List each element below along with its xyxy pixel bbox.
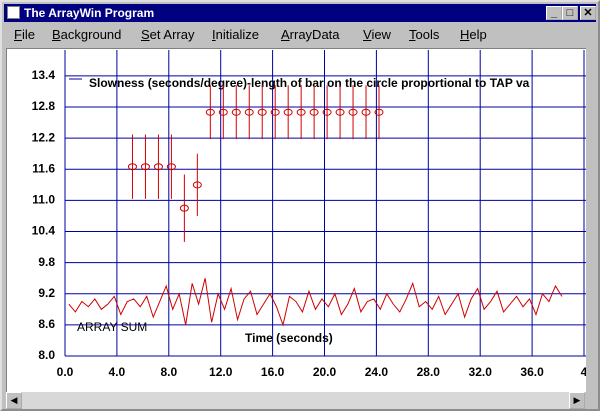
point xyxy=(374,108,384,116)
y-tick-label: 10.4 xyxy=(32,224,56,238)
point xyxy=(309,108,319,116)
menu-item[interactable]: View xyxy=(363,27,391,42)
point xyxy=(296,108,306,116)
x-tick-label: 16.0 xyxy=(261,365,285,379)
chart-area: 8.0 8.6 9.2 9.8 10.4 11.0 11.6 12.2 12.8 13.4 0.0 4… xyxy=(6,48,592,392)
menu-item[interactable]: Initialize xyxy=(212,27,259,42)
point xyxy=(361,108,371,116)
point xyxy=(179,204,189,212)
x-tick-label: 20.0 xyxy=(313,365,337,379)
y-tick-label: 11.6 xyxy=(32,161,55,175)
chart: 8.0 8.6 9.2 9.8 10.4 11.0 11.6 12.2 12.8 13.4 0.0 4… xyxy=(32,50,592,379)
x-tick-label: 0.0 xyxy=(57,365,74,379)
x-tick-label: 28.0 xyxy=(417,365,441,379)
point xyxy=(335,108,345,116)
point xyxy=(192,181,202,189)
x-axis-label: Time (seconds) xyxy=(245,331,333,345)
x-tick-label: 4.0 xyxy=(109,365,126,379)
menu-item[interactable]: Set Array xyxy=(141,27,195,42)
x-tick-label: 12.0 xyxy=(209,365,233,379)
y-tick-label: 8.0 xyxy=(38,348,55,362)
point xyxy=(322,108,332,116)
series-label: ARRAY SUM xyxy=(77,320,147,334)
maximize-button[interactable]: □ xyxy=(562,6,578,20)
menu-item[interactable]: ArrayData xyxy=(281,27,340,42)
y-tick-label: 11.0 xyxy=(32,193,55,207)
point xyxy=(231,108,241,116)
y-tick-label: 13.4 xyxy=(32,68,56,82)
point xyxy=(348,108,358,116)
y-tick-label: 9.2 xyxy=(38,286,55,300)
app-icon xyxy=(7,6,20,19)
trace xyxy=(68,278,563,327)
point xyxy=(127,163,137,171)
point xyxy=(153,163,163,171)
scroll-left[interactable]: ◀ xyxy=(6,392,22,409)
x-tick-label: 36.0 xyxy=(520,365,544,379)
point xyxy=(140,163,150,171)
x-tick-label: 24.0 xyxy=(365,365,389,379)
point xyxy=(166,163,176,171)
y-tick-label: 8.6 xyxy=(38,317,55,331)
point xyxy=(257,108,267,116)
x-tick-label: 8.0 xyxy=(160,365,177,379)
menu-item[interactable]: File xyxy=(14,27,35,42)
close-button[interactable]: ✕ xyxy=(580,6,596,20)
menu-item[interactable]: Background xyxy=(52,27,122,42)
title-bar: The ArrayWin Program _ □ ✕ xyxy=(4,4,596,22)
point xyxy=(283,108,293,116)
point xyxy=(270,108,280,116)
minimize-button[interactable]: _ xyxy=(546,6,562,20)
x-tick-label: 4 xyxy=(581,365,586,379)
y-tick-label: 9.8 xyxy=(38,255,55,269)
x-tick-label: 32.0 xyxy=(469,365,493,379)
point xyxy=(244,108,254,116)
menu-item[interactable]: Tools xyxy=(409,27,440,42)
y-tick-label: 12.8 xyxy=(32,99,56,113)
horizontal-scrollbar[interactable]: ◀ ▶ xyxy=(6,392,585,409)
legend-label: Slowness (seconds/degree)-length of bar … xyxy=(89,76,530,90)
menu-bar: File Background Set Array Initialize Arr… xyxy=(4,24,596,44)
window-title: The ArrayWin Program xyxy=(24,6,155,20)
scroll-right[interactable]: ▶ xyxy=(569,392,585,409)
point xyxy=(205,108,215,116)
point xyxy=(218,108,228,116)
y-tick-label: 12.2 xyxy=(32,130,56,144)
menu-item[interactable]: Help xyxy=(460,27,487,42)
